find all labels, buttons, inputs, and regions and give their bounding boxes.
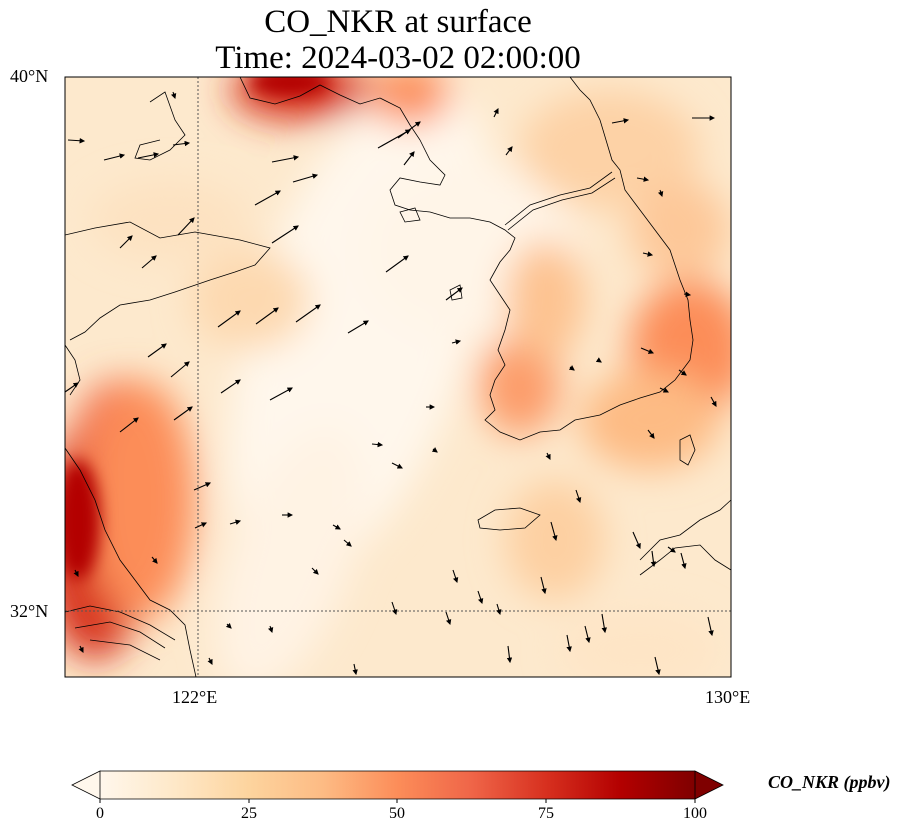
wind-arrow — [683, 291, 692, 297]
wind-arrow — [431, 447, 438, 453]
colorbar-gradient — [100, 771, 695, 799]
wind-arrow — [640, 347, 655, 354]
wind-arrow — [680, 552, 687, 570]
lon-tick-130e: 130°E — [705, 687, 751, 707]
wind-arrow — [403, 151, 415, 166]
wind-arrow — [477, 590, 484, 605]
map-title-line-1: CO_NKR at surface — [264, 4, 532, 40]
wind-arrow — [347, 320, 369, 334]
lat-tick-40n: 40°N — [10, 66, 49, 86]
colorbar-tick-50: 50 — [389, 805, 405, 822]
wind-arrow — [254, 190, 281, 206]
wind-arrow — [659, 387, 669, 393]
wind-arrow — [575, 489, 582, 504]
wind-arrow — [657, 189, 664, 198]
wind-arrow — [217, 310, 241, 328]
wind-arrow — [377, 129, 411, 149]
wind-arrow — [568, 365, 575, 371]
wind-arrow — [451, 339, 462, 345]
wind-arrow — [170, 361, 190, 378]
wind-arrow — [611, 118, 630, 124]
wind-arrow — [707, 616, 714, 637]
wind-arrow — [292, 173, 319, 183]
lon-tick-122e: 122°E — [172, 687, 218, 707]
wind-arrow — [172, 140, 191, 147]
map-title-line-2: Time: 2024-03-02 02:00:00 — [215, 40, 581, 76]
wind-arrow — [193, 482, 212, 491]
wind-arrow — [667, 546, 676, 553]
wind-arrow — [295, 304, 321, 323]
wind-arrow — [391, 601, 398, 616]
colorbar-extend-max — [694, 770, 724, 800]
wind-arrow — [225, 622, 232, 629]
wind-arrow — [64, 382, 79, 393]
wind-arrow — [269, 387, 293, 401]
wind-arrow — [78, 645, 84, 653]
colorbar-label: CO_NKR (ppbv) — [768, 772, 891, 792]
wind-arrow — [632, 531, 641, 550]
wind-arrow — [207, 657, 213, 665]
wind-arrow — [119, 235, 133, 249]
wind-arrow — [506, 645, 513, 664]
wind-arrow — [540, 576, 547, 595]
wind-vectors — [64, 91, 717, 676]
wind-arrow — [141, 255, 157, 269]
wind-arrow — [496, 603, 502, 616]
wind-arrow — [151, 556, 158, 564]
wind-arrow — [194, 522, 208, 529]
wind-arrow — [271, 225, 299, 244]
wind-arrow — [147, 343, 167, 358]
wind-arrow — [636, 176, 650, 182]
wind-arrow — [73, 569, 79, 577]
map-frame — [64, 76, 732, 678]
wind-arrow — [137, 152, 160, 159]
wind-arrow — [647, 429, 655, 439]
wind-arrow — [385, 255, 409, 273]
wind-arrow — [343, 539, 352, 547]
wind-arrow — [710, 396, 717, 407]
wind-arrow — [267, 625, 274, 634]
wind-arrow — [493, 108, 499, 118]
colorbar-tick-25: 25 — [241, 805, 257, 822]
wind-arrow — [505, 146, 513, 156]
wind-arrow — [170, 91, 177, 100]
colorbar-tick-0: 0 — [96, 805, 104, 822]
colorbar-tick-75: 75 — [538, 805, 554, 822]
wind-arrow — [584, 625, 591, 644]
wind-arrow — [566, 634, 572, 653]
wind-arrow — [678, 369, 687, 376]
wind-arrow — [445, 611, 452, 626]
wind-arrow — [229, 519, 242, 525]
wind-arrow — [220, 379, 241, 394]
wind-arrow — [642, 251, 654, 257]
wind-arrow — [445, 287, 463, 301]
wind-arrow — [452, 569, 459, 584]
wind-arrow — [173, 406, 193, 421]
wind-arrow — [371, 441, 384, 448]
wind-arrow — [119, 417, 139, 433]
wind-arrow — [545, 452, 551, 460]
wind-arrow — [67, 137, 86, 144]
coastline-lines — [65, 77, 731, 677]
colorbar — [71, 770, 724, 803]
colorbar-extend-min — [71, 770, 101, 800]
wind-arrow — [311, 567, 319, 575]
concentration-field — [65, 77, 731, 677]
wind-arrow — [103, 153, 126, 161]
wind-arrow — [601, 613, 607, 634]
wind-arrow — [332, 524, 341, 530]
wind-arrow — [650, 550, 657, 568]
wind-arrow — [550, 521, 558, 542]
wind-arrow — [654, 656, 661, 676]
wind-arrow — [595, 357, 602, 363]
wind-arrow — [271, 155, 300, 163]
lat-tick-32n: 32°N — [10, 601, 49, 621]
wind-arrow — [391, 462, 403, 469]
wind-arrow — [255, 307, 279, 325]
colorbar-tick-100: 100 — [683, 805, 707, 822]
wind-arrow — [177, 217, 195, 236]
wind-arrow — [352, 663, 358, 676]
